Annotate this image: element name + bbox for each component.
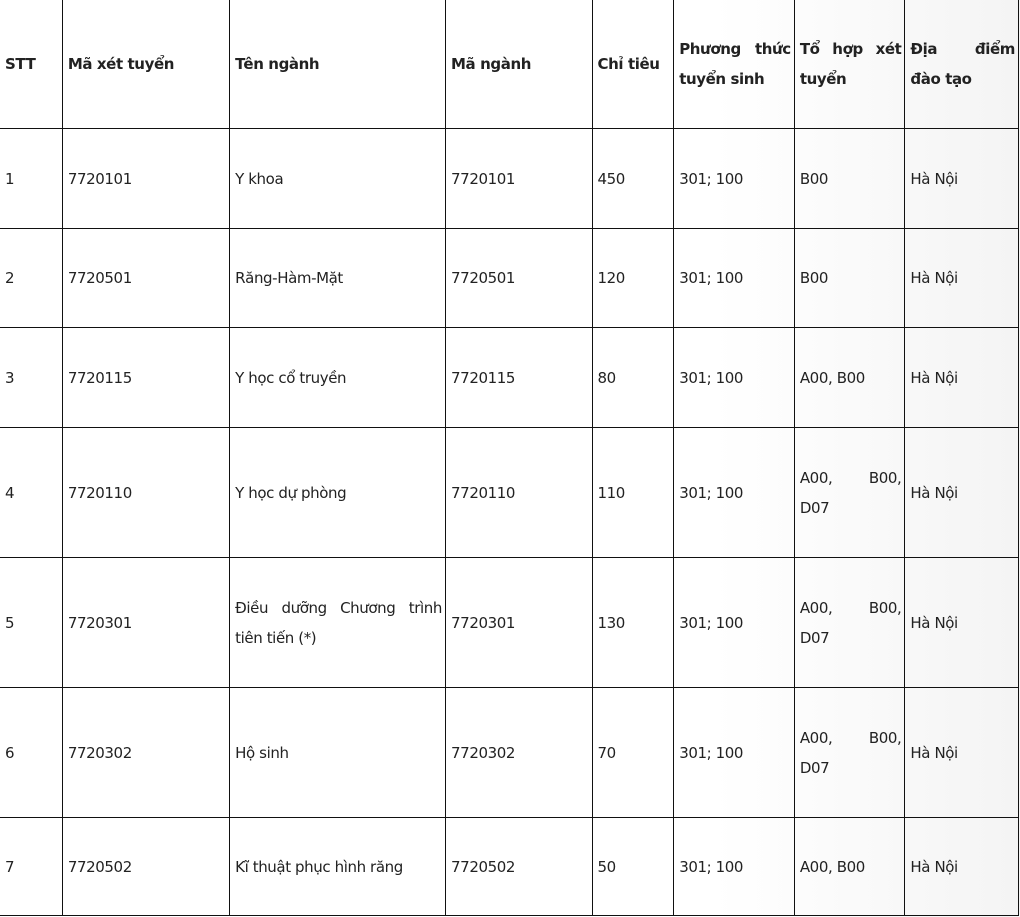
header-phuong-thuc: Phương thức tuyển sinh [673, 0, 795, 129]
header-row: STT Mã xét tuyển Tên ngành Mã ngành Chỉ … [0, 0, 1019, 129]
cell-to-hop: A00, B00 [793, 817, 906, 916]
cell-ma-nganh: 7720110 [445, 427, 593, 558]
cell-chi-tieu: 450 [591, 128, 675, 229]
cell-ma-nganh: 7720502 [445, 817, 593, 916]
table-row: 1 7720101 Y khoa 7720101 450 301; 100 B00 Hà Nộ… [0, 128, 1019, 229]
cell-chi-tieu: 70 [591, 687, 675, 818]
cell-dia-diem: Hà Nội [904, 817, 1019, 916]
cell-ma-xet-tuyen: 7720101 [61, 128, 231, 229]
header-ten-nganh: Tên ngành [229, 0, 447, 129]
cell-phuong-thuc: 301; 100 [673, 817, 795, 916]
cell-ten-nganh: Hộ sinh [229, 687, 447, 818]
cell-stt: 1 [0, 128, 63, 229]
cell-to-hop: B00 [793, 228, 906, 328]
cell-ma-xet-tuyen: 7720115 [61, 327, 231, 428]
cell-ma-xet-tuyen: 7720301 [61, 557, 231, 688]
cell-ten-nganh: Răng-Hàm-Mặt [229, 228, 447, 328]
table-row: 6 7720302 Hộ sinh 7720302 70 301; 100 A00, B00… [0, 687, 1019, 818]
cell-ma-xet-tuyen: 7720110 [61, 427, 231, 558]
header-ma-nganh: Mã ngành [445, 0, 593, 129]
cell-stt: 2 [0, 228, 63, 328]
table-row: 2 7720501 Răng-Hàm-Mặt 7720501 120 301; 100 B0… [0, 228, 1019, 328]
cell-dia-diem: Hà Nội [904, 427, 1019, 558]
cell-stt: 4 [0, 427, 63, 558]
cell-ten-nganh: Điều dưỡng Chương trình tiên tiến (*) [229, 557, 447, 688]
table-row: 3 7720115 Y học cổ truyền 7720115 80 301; 100… [0, 327, 1019, 428]
cell-stt: 7 [0, 817, 63, 916]
cell-chi-tieu: 130 [591, 557, 675, 688]
table-row: 4 7720110 Y học dự phòng 7720110 110 301; 100… [0, 427, 1019, 558]
cell-chi-tieu: 110 [591, 427, 675, 558]
cell-ten-nganh: Y khoa [229, 128, 447, 229]
cell-chi-tieu: 50 [591, 817, 675, 916]
cell-ma-nganh: 7720101 [445, 128, 593, 229]
cell-to-hop: A00, B00, D07 [793, 557, 906, 688]
cell-to-hop: B00 [793, 128, 906, 229]
cell-phuong-thuc: 301; 100 [673, 128, 795, 229]
cell-phuong-thuc: 301; 100 [673, 557, 795, 688]
header-chi-tieu: Chỉ tiêu [591, 0, 675, 129]
cell-stt: 5 [0, 557, 63, 688]
cell-stt: 3 [0, 327, 63, 428]
cell-chi-tieu: 80 [591, 327, 675, 428]
cell-to-hop: A00, B00, D07 [793, 427, 906, 558]
cell-ma-nganh: 7720115 [445, 327, 593, 428]
header-ma-xet-tuyen: Mã xét tuyển [61, 0, 231, 129]
header-to-hop: Tổ hợp xét tuyển [793, 0, 906, 129]
cell-to-hop: A00, B00, D07 [793, 687, 906, 818]
cell-ma-xet-tuyen: 7720302 [61, 687, 231, 818]
cell-phuong-thuc: 301; 100 [673, 427, 795, 558]
cell-dia-diem: Hà Nội [904, 128, 1019, 229]
header-dia-diem: Địa điểm đào tạo [904, 0, 1019, 129]
cell-chi-tieu: 120 [591, 228, 675, 328]
cell-phuong-thuc: 301; 100 [673, 327, 795, 428]
cell-stt: 6 [0, 687, 63, 818]
cell-dia-diem: Hà Nội [904, 557, 1019, 688]
table-row: 7 7720502 Kĩ thuật phục hình răng 7720502 50… [0, 817, 1019, 916]
cell-ma-nganh: 7720302 [445, 687, 593, 818]
cell-ma-nganh: 7720501 [445, 228, 593, 328]
cell-phuong-thuc: 301; 100 [673, 228, 795, 328]
header-stt: STT [0, 0, 63, 129]
table-row: 5 7720301 Điều dưỡng Chương trình tiên tiế… [0, 557, 1019, 688]
cell-ten-nganh: Kĩ thuật phục hình răng [229, 817, 447, 916]
cell-ma-xet-tuyen: 7720502 [61, 817, 231, 916]
cell-phuong-thuc: 301; 100 [673, 687, 795, 818]
cell-ten-nganh: Y học cổ truyền [229, 327, 447, 428]
cell-ma-xet-tuyen: 7720501 [61, 228, 231, 328]
cell-ma-nganh: 7720301 [445, 557, 593, 688]
cell-ten-nganh: Y học dự phòng [229, 427, 447, 558]
cell-dia-diem: Hà Nội [904, 687, 1019, 818]
cell-to-hop: A00, B00 [793, 327, 906, 428]
cell-dia-diem: Hà Nội [904, 228, 1019, 328]
cell-dia-diem: Hà Nội [904, 327, 1019, 428]
